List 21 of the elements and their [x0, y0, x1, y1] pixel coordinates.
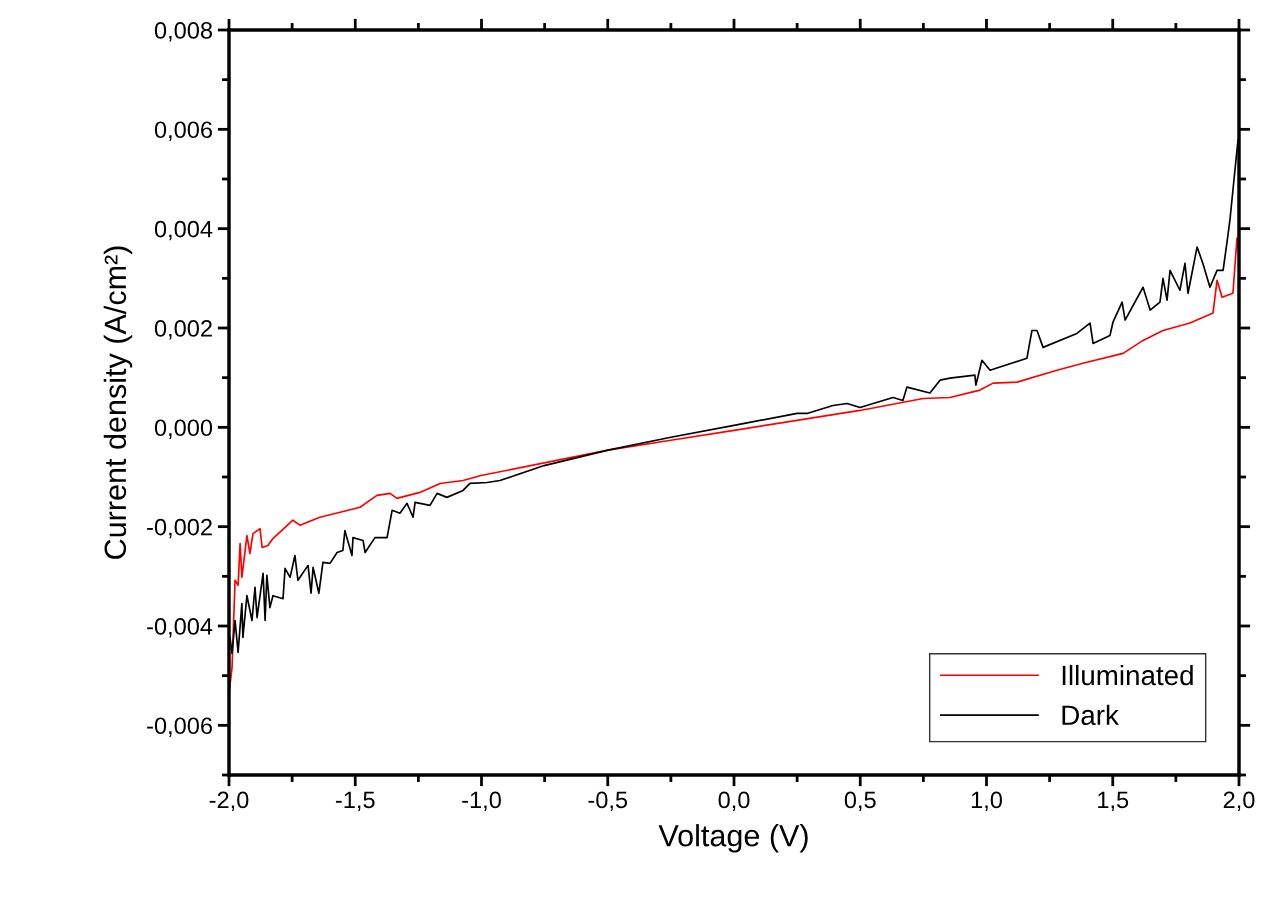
y-tick-label: 0,004: [154, 220, 213, 241]
y-tick-label: 0,002: [154, 320, 212, 340]
y-axis-title: Current density (A/cm²): [103, 246, 133, 559]
y-tick-label: 0,000: [154, 419, 213, 439]
y-tick-label: -0,002: [147, 518, 212, 539]
y-tick-label: -0,006: [147, 717, 212, 737]
x-tick-label: 1,5: [1098, 791, 1129, 812]
x-tick-label: 1,0: [971, 791, 1002, 812]
legend-label: Illuminated: [1062, 664, 1193, 686]
x-tick-label: 0,5: [844, 791, 876, 812]
legend-label: Dark: [1062, 704, 1119, 726]
x-tick-label: 0,0: [718, 791, 750, 812]
x-tick-label: -0,5: [588, 791, 628, 812]
x-axis-title: Voltage (V): [658, 824, 808, 853]
x-tick-label: 2,0: [1223, 791, 1255, 812]
x-tick-label: -2,0: [209, 791, 249, 812]
y-tick-label: 0,006: [154, 121, 212, 141]
y-tick-label: 0,008: [154, 22, 213, 42]
x-tick-label: -1,5: [335, 791, 375, 812]
y-tick-label: -0,004: [147, 618, 213, 638]
x-tick-label: -1,0: [462, 791, 501, 812]
